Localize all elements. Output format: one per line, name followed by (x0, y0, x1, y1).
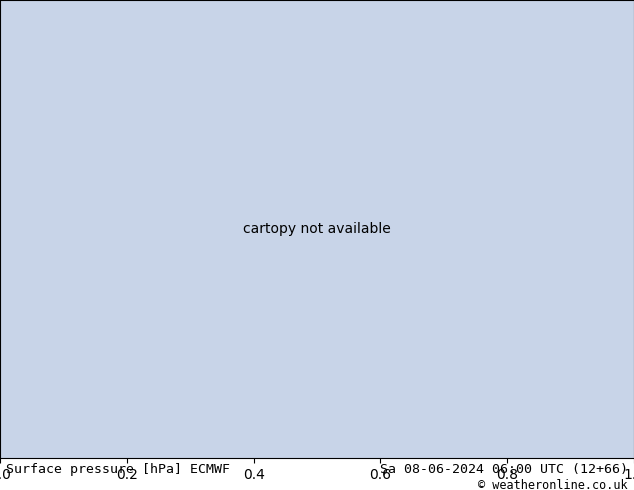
Text: © weatheronline.co.uk: © weatheronline.co.uk (478, 479, 628, 490)
Text: Surface pressure [hPa] ECMWF: Surface pressure [hPa] ECMWF (6, 463, 230, 476)
Text: Sa 08-06-2024 06:00 UTC (12+66): Sa 08-06-2024 06:00 UTC (12+66) (380, 463, 628, 476)
Text: cartopy not available: cartopy not available (243, 222, 391, 236)
